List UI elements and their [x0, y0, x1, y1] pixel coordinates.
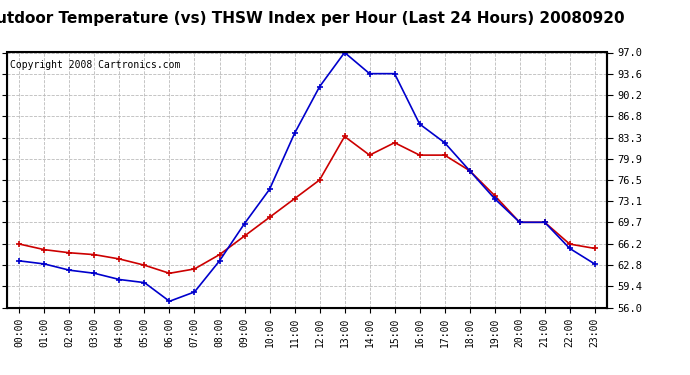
Text: Copyright 2008 Cartronics.com: Copyright 2008 Cartronics.com: [10, 60, 180, 70]
Text: Outdoor Temperature (vs) THSW Index per Hour (Last 24 Hours) 20080920: Outdoor Temperature (vs) THSW Index per …: [0, 11, 624, 26]
